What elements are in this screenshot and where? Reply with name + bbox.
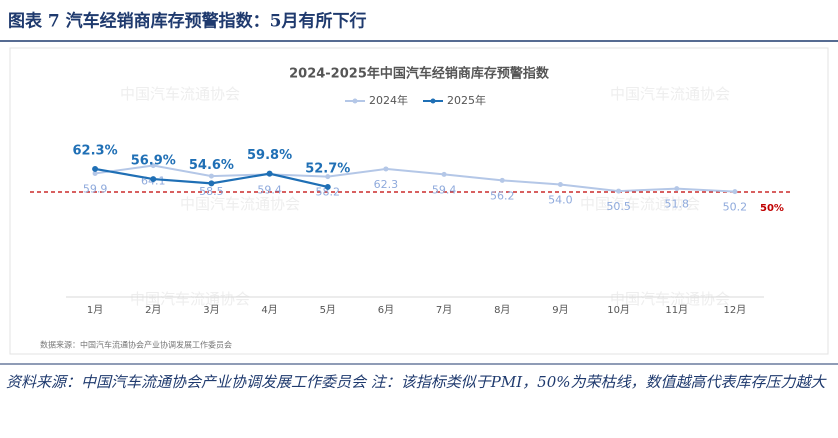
legend-marker (430, 98, 436, 104)
legend-marker (352, 98, 358, 104)
point (208, 180, 215, 187)
figure-title: 图表 7 汽车经销商库存预警指数：5月有所下行 (8, 11, 367, 32)
point (208, 173, 214, 179)
chart-frame (9, 47, 829, 355)
point (150, 176, 157, 183)
data-label: 54.6% (189, 158, 234, 173)
watermark: 中国汽车流通协会 (130, 290, 250, 308)
x-tick-label: 5月 (320, 304, 336, 316)
footer-note: 资料来源：中国汽车流通协会产业协调发展工作委员会 注：该指标类似于PMI，50%… (6, 373, 826, 391)
data-label: 58.2 (316, 186, 341, 199)
x-tick-label: 1月 (87, 304, 103, 316)
x-tick-label: 9月 (552, 304, 568, 316)
x-tick-label: 2月 (145, 304, 161, 316)
point (674, 186, 680, 192)
watermark: 中国汽车流通协会 (610, 290, 730, 308)
x-tick-label: 4月 (261, 304, 277, 316)
watermark: 中国汽车流通协会 (580, 195, 700, 213)
point (499, 177, 505, 183)
point (441, 171, 447, 177)
data-label: 51.8 (665, 198, 690, 211)
data-label: 54.0 (548, 194, 573, 207)
data-label: 58.5 (199, 185, 224, 198)
data-label: 62.3 (374, 178, 399, 191)
data-label: 56.9% (131, 154, 176, 169)
footer-box: 资料来源：中国汽车流通协会产业协调发展工作委员会 注：该指标类似于PMI，50%… (6, 373, 826, 391)
reference-label: 50% (760, 203, 784, 214)
data-label: 52.7% (305, 161, 350, 176)
chart-source: 数据来源：中国汽车流通协会产业协调发展工作委员会 (40, 340, 232, 350)
point (325, 174, 331, 180)
watermark: 中国汽车流通协会 (180, 195, 300, 213)
x-tick-label: 6月 (378, 304, 394, 316)
data-label: 50.2 (723, 201, 748, 214)
data-label: 59.4 (432, 183, 457, 196)
point (557, 182, 563, 187)
data-label: 62.3% (73, 143, 118, 158)
point (732, 189, 738, 195)
x-tick-label: 7月 (436, 304, 452, 316)
point (150, 163, 156, 169)
data-label: 59.8% (247, 148, 292, 163)
x-tick-label: 11月 (665, 304, 688, 316)
point (324, 183, 331, 190)
point (92, 170, 98, 176)
data-label: 59.9 (83, 182, 108, 195)
x-tick-label: 12月 (724, 304, 747, 316)
data-label: 59.4 (257, 183, 282, 196)
legend-label: 2025年 (447, 93, 486, 107)
watermark: 中国汽车流通协会 (610, 85, 730, 103)
x-tick-label: 3月 (203, 304, 219, 316)
point (616, 188, 622, 194)
x-tick-label: 10月 (607, 304, 630, 316)
chart-title: 2024-2025年中国汽车经销商库存预警指数 (289, 66, 550, 82)
data-label: 50.5 (606, 200, 631, 213)
point (92, 165, 99, 172)
legend-label: 2024年 (369, 93, 408, 107)
point (266, 170, 273, 177)
point (383, 166, 389, 172)
data-label: 56.2 (490, 189, 515, 202)
x-tick-label: 8月 (494, 304, 510, 316)
series-line (94, 164, 735, 193)
watermark: 中国汽车流通协会 (120, 85, 240, 103)
